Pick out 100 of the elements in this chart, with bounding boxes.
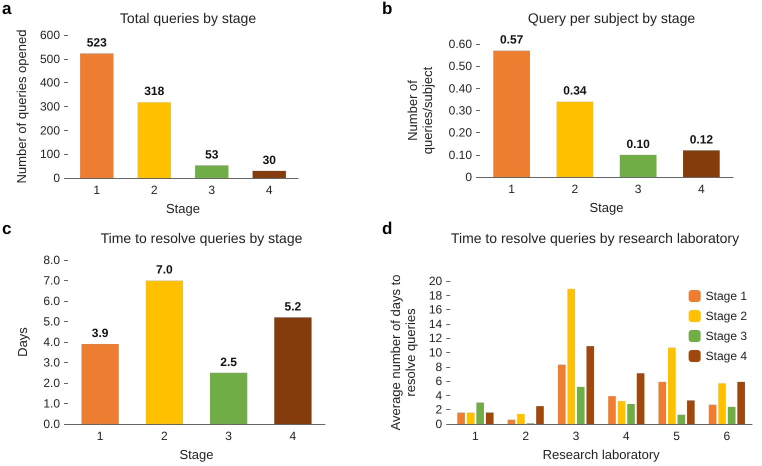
y-axis-title: Days (15, 326, 30, 357)
y-tick-label: 6.0 (43, 294, 60, 308)
y-tick-label: 20 (428, 274, 443, 288)
data-label: 30 (262, 152, 276, 167)
bar (252, 170, 286, 178)
bar (683, 150, 720, 177)
text: b (382, 0, 392, 18)
data-label: 3.9 (92, 326, 109, 340)
legend-label: Stage 3 (706, 329, 748, 343)
chart-title: Time to resolve queries by stage (100, 230, 303, 246)
x-tick-label: 1 (472, 429, 480, 443)
data-label: 0.10 (626, 136, 650, 151)
x-tick-label: 5 (673, 429, 680, 443)
y-tick-label: 8.0 (43, 253, 60, 267)
data-label: 2.5 (220, 354, 238, 369)
y-tick-label: 18 (428, 288, 443, 302)
data-label: 318 (144, 84, 165, 98)
x-axis-title: Stage (166, 201, 200, 216)
y-tick-label: 5.0 (43, 314, 60, 328)
y-tick-label: 2.0 (43, 376, 60, 390)
bar (508, 420, 516, 424)
bar (556, 102, 594, 177)
y-tick-label: 8 (436, 360, 443, 374)
y-tick-label: 0.40 (448, 81, 472, 96)
x-tick-label: 6 (724, 429, 731, 443)
y-tick-label: 0.60 (448, 37, 472, 51)
data-label: 0.57 (500, 32, 524, 47)
y-tick-label: 0.0 (43, 417, 60, 431)
y-tick-label: 0.10 (448, 148, 472, 162)
y-axis-title: Number of queries opened (14, 30, 30, 184)
bar (558, 364, 566, 424)
bar (517, 414, 525, 424)
x-tick-label: 4 (266, 183, 273, 197)
bar (620, 154, 656, 177)
bar (708, 404, 716, 424)
y-tick-label: 300 (40, 100, 60, 114)
legend-label: Stage 4 (706, 349, 748, 363)
y-tick-label: 3.0 (43, 356, 60, 370)
bar (457, 412, 465, 424)
x-axis-title: Stage (590, 200, 624, 215)
x-tick-label: 4 (290, 429, 297, 443)
y-axis-title: Average number of days to resolve queries (388, 274, 418, 430)
y-tick-label: 14 (428, 316, 443, 331)
y-axis-title: Number of queries/subject (405, 66, 435, 154)
bar (567, 288, 576, 424)
bar (627, 404, 635, 424)
chart-title: Query per subject by stage (528, 10, 696, 26)
y-tick-label: 0.50 (448, 59, 472, 74)
x-tick-label: 2 (161, 429, 168, 443)
y-tick-label: 0 (465, 170, 472, 184)
data-label: 53 (205, 147, 219, 162)
x-tick-label: 2 (522, 429, 530, 443)
y-tick-label: 4.0 (43, 335, 60, 349)
bar (486, 412, 494, 424)
x-tick-label: 4 (622, 429, 630, 443)
bar (728, 406, 736, 424)
bar (668, 347, 676, 424)
y-tick-label: 7.0 (43, 274, 60, 288)
x-tick-label: 1 (508, 182, 516, 196)
bar (636, 373, 644, 424)
bar (536, 406, 544, 424)
x-tick-label: 3 (572, 429, 580, 443)
y-tick-label: 0.20 (448, 126, 472, 140)
y-tick-label: 2 (436, 402, 443, 417)
legend-label: Stage 1 (706, 289, 748, 303)
bar (718, 383, 726, 424)
y-tick-label: 0 (436, 417, 443, 431)
x-axis-title: Stage (180, 447, 214, 462)
data-label: 523 (86, 35, 108, 50)
y-tick-label: 6 (436, 374, 443, 388)
text: d (382, 219, 392, 238)
bar (476, 402, 484, 424)
x-tick-label: 3 (634, 182, 642, 196)
bar (658, 382, 666, 424)
bar (210, 372, 248, 424)
bar (618, 401, 626, 424)
y-tick-label: 0.30 (448, 104, 472, 118)
y-tick-label: 12 (428, 331, 443, 346)
data-label: 5.2 (284, 299, 302, 314)
x-tick-label: 4 (698, 182, 706, 196)
bar (274, 317, 312, 424)
y-tick-label: 400 (40, 76, 60, 90)
y-tick-label: 1.0 (43, 396, 60, 410)
y-tick-label: 10 (428, 346, 443, 360)
x-tick-label: 3 (208, 183, 216, 197)
bar (687, 400, 695, 424)
y-tick-label: 200 (40, 123, 60, 138)
bar (608, 396, 616, 424)
bar (737, 382, 745, 424)
data-label: 7.0 (156, 262, 174, 276)
y-tick-label: 16 (428, 302, 443, 317)
bar (466, 412, 474, 424)
data-label: 0.12 (690, 132, 714, 146)
x-tick-label: 3 (225, 429, 232, 443)
bar (576, 386, 585, 424)
text: a (2, 0, 12, 18)
y-tick-label: 600 (40, 28, 60, 42)
bar (586, 346, 594, 424)
bar (493, 50, 530, 177)
x-tick-label: 2 (572, 182, 579, 196)
